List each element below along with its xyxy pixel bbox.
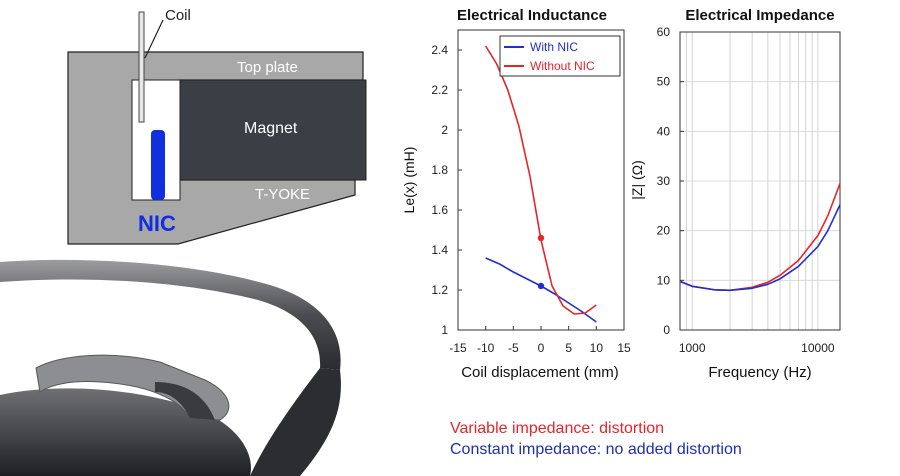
legend-with-nic: With NIC: [530, 40, 578, 54]
nic-ring: [151, 130, 165, 200]
surround-ring-mid: [250, 368, 341, 476]
impedance-ytick-label: 50: [657, 75, 671, 89]
inductance-xtick-label: -15: [449, 341, 467, 355]
impedance-series-line-0: [679, 183, 841, 292]
inductance-xtick-label: -5: [508, 341, 519, 355]
inductance-chart: Electrical Inductance -15 -10 -5 0 5 10 15 1 1.2…: [401, 7, 631, 381]
impedance-ylabel: |Z| (Ω): [629, 160, 645, 200]
inductance-series: [484, 45, 597, 323]
impedance-xlabel: Frequency (Hz): [708, 364, 811, 381]
inductance-ytick-label: 1.4: [431, 243, 448, 257]
magnet-label: Magnet: [244, 120, 298, 137]
inductance-title: Electrical Inductance: [457, 7, 607, 24]
inductance-series-line-1: [484, 45, 597, 315]
inductance-xtick-label: -10: [477, 341, 495, 355]
legend-box: [499, 35, 621, 77]
impedance-series: [679, 183, 841, 292]
surround-photo: [0, 259, 341, 476]
legend-without-nic: Without NIC: [530, 59, 595, 73]
inductance-ytick-label: 1.6: [431, 203, 448, 217]
impedance-ytick-label: 60: [657, 25, 671, 39]
inductance-ytick-label: 2.4: [431, 43, 448, 57]
inductance-ytick-label: 1: [441, 323, 448, 337]
impedance-ytick-label: 0: [663, 323, 670, 337]
coil-label: Coil: [165, 7, 191, 24]
inductance-series-line-0: [485, 257, 597, 323]
coil-pointer: [144, 19, 164, 59]
inductance-ytick-label: 1.2: [431, 283, 448, 297]
t-yoke-label: T-YOKE: [255, 186, 310, 203]
caption-constant-impedance: Constant impedance: no added distortion: [450, 441, 742, 458]
coil-former: [138, 11, 145, 123]
impedance-ytick-label: 20: [657, 224, 671, 238]
magnet-block: [179, 79, 367, 181]
inductance-legend: With NIC Without NIC: [499, 35, 621, 77]
impedance-title: Electrical Impedance: [685, 7, 834, 24]
inductance-xtick-label: 10: [590, 341, 604, 355]
inductance-ytick-label: 2: [441, 123, 448, 137]
impedance-grid: [679, 31, 840, 331]
inductance-ylabel: Le(x) (mH): [401, 147, 417, 214]
inductance-xlabel: Coil displacement (mm): [461, 364, 619, 381]
impedance-chart: Electrical Impedance 1000 10000 0 10 20 30 40 5…: [629, 7, 841, 381]
impedance-series-line-1: [679, 204, 841, 292]
inductance-ticks: -15 -10 -5 0 5 10 15 1 1.2 1.4 1.6 1.8 2 2.2 2.4: [431, 43, 631, 355]
impedance-ytick-label: 40: [657, 124, 671, 138]
inductance-xtick-label: 15: [617, 341, 631, 355]
inductance-ytick-label: 1.8: [431, 163, 448, 177]
motor-diagram: Coil Top plate Magnet T-YOKE NIC: [67, 7, 367, 245]
impedance-ytick-label: 30: [657, 174, 671, 188]
inductance-xtick-label: 5: [565, 341, 572, 355]
inductance-marker-0: [537, 282, 545, 290]
caption-variable-impedance: Variable impedance: distortion: [450, 420, 665, 437]
impedance-xtick-label: 10000: [801, 341, 835, 355]
surround-lip: [155, 382, 215, 420]
impedance-ytick-label: 10: [657, 273, 671, 287]
surround-ring-far: [0, 259, 341, 370]
impedance-ticks: 1000 10000 0 10 20 30 40 50 60: [657, 25, 835, 355]
inductance-ytick-label: 2.2: [431, 83, 448, 97]
inductance-marker-1: [537, 234, 545, 242]
inductance-xtick-label: 0: [538, 341, 545, 355]
impedance-xtick-label: 1000: [679, 341, 706, 355]
nic-label: NIC: [138, 211, 176, 236]
top-plate-label: Top plate: [237, 59, 298, 76]
